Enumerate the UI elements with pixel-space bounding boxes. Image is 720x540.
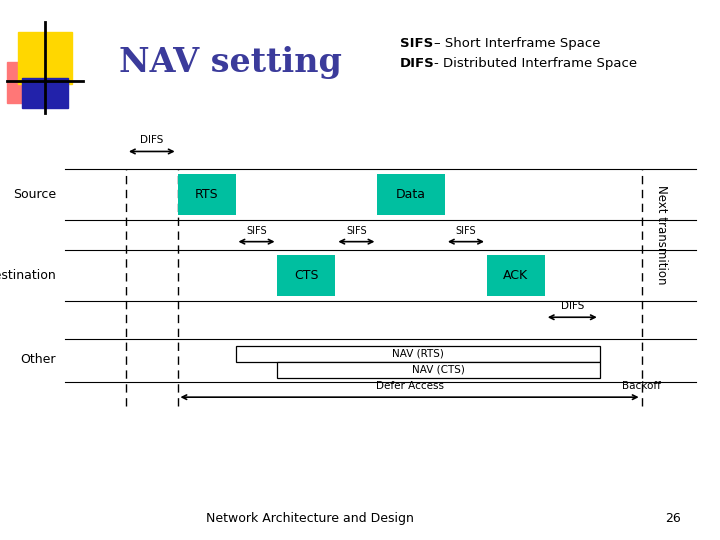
Text: ACK: ACK <box>503 269 528 282</box>
Bar <box>235 346 600 362</box>
Text: SIFS: SIFS <box>400 37 433 50</box>
Bar <box>22 78 68 108</box>
Text: SIFS: SIFS <box>246 226 267 235</box>
Text: RTS: RTS <box>194 188 218 201</box>
Text: - Distributed Interframe Space: - Distributed Interframe Space <box>434 57 637 70</box>
Bar <box>487 255 545 296</box>
Text: DIFS: DIFS <box>400 57 434 70</box>
Text: NAV (RTS): NAV (RTS) <box>392 349 444 359</box>
Text: 26: 26 <box>665 512 681 525</box>
Text: DIFS: DIFS <box>561 301 584 311</box>
Bar <box>18 32 72 84</box>
Text: CTS: CTS <box>294 269 319 282</box>
Bar <box>7 62 54 103</box>
Text: Data: Data <box>396 188 426 201</box>
Text: NAV (CTS): NAV (CTS) <box>412 365 465 375</box>
Bar <box>178 174 235 214</box>
Text: NAV setting: NAV setting <box>119 45 342 79</box>
Bar <box>377 174 445 214</box>
Text: SIFS: SIFS <box>346 226 366 235</box>
Text: Defer Access: Defer Access <box>376 381 444 391</box>
Text: SIFS: SIFS <box>456 226 476 235</box>
Text: Backoff: Backoff <box>622 381 661 391</box>
Bar <box>277 255 336 296</box>
Text: Other: Other <box>21 353 56 366</box>
Text: Destination: Destination <box>0 269 56 282</box>
Text: Network Architecture and Design: Network Architecture and Design <box>206 512 413 525</box>
Text: Next transmition: Next transmition <box>655 185 668 285</box>
Bar <box>277 362 600 378</box>
Text: – Short Interframe Space: – Short Interframe Space <box>434 37 600 50</box>
Text: DIFS: DIFS <box>140 135 163 145</box>
Text: Source: Source <box>13 188 56 201</box>
